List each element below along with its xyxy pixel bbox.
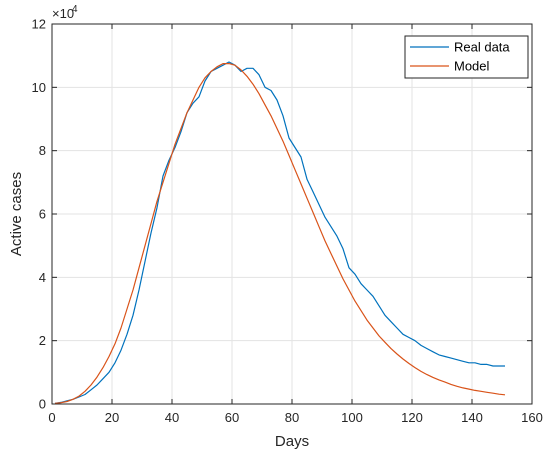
y-axis-ticks: 0 2 4 6 8 10 12 [32, 17, 532, 412]
y-tick-label: 10 [32, 80, 46, 95]
y-axis-multiplier: ×10 [52, 6, 74, 21]
x-tick-label: 60 [225, 410, 239, 425]
series-line-real-data [54, 61, 505, 404]
legend-label-model: Model [454, 59, 490, 74]
x-axis-ticks: 0 20 40 60 80 100 120 140 160 [48, 24, 543, 425]
legend-box [404, 35, 529, 79]
x-tick-label: 20 [105, 410, 119, 425]
y-tick-label: 6 [39, 207, 46, 222]
y-axis-multiplier-exponent: 4 [72, 4, 78, 15]
y-tick-label: 8 [39, 143, 46, 158]
x-axis-label: Days [275, 433, 309, 450]
y-tick-label: 4 [39, 270, 46, 285]
legend: Real data Model [404, 35, 529, 79]
x-tick-label: 120 [401, 410, 423, 425]
y-tick-label: 0 [39, 397, 46, 412]
x-tick-label: 80 [285, 410, 299, 425]
y-axis-label: Active cases [8, 172, 25, 256]
series-layer [54, 61, 506, 404]
legend-label-real-data: Real data [454, 40, 510, 55]
y-tick-label: 12 [32, 17, 46, 32]
y-tick-label: 2 [39, 333, 46, 348]
series-line-model [54, 63, 506, 404]
x-tick-label: 40 [165, 410, 179, 425]
x-tick-label: 100 [341, 410, 363, 425]
x-tick-label: 140 [461, 410, 483, 425]
x-tick-label: 160 [521, 410, 543, 425]
x-tick-label: 0 [48, 410, 55, 425]
